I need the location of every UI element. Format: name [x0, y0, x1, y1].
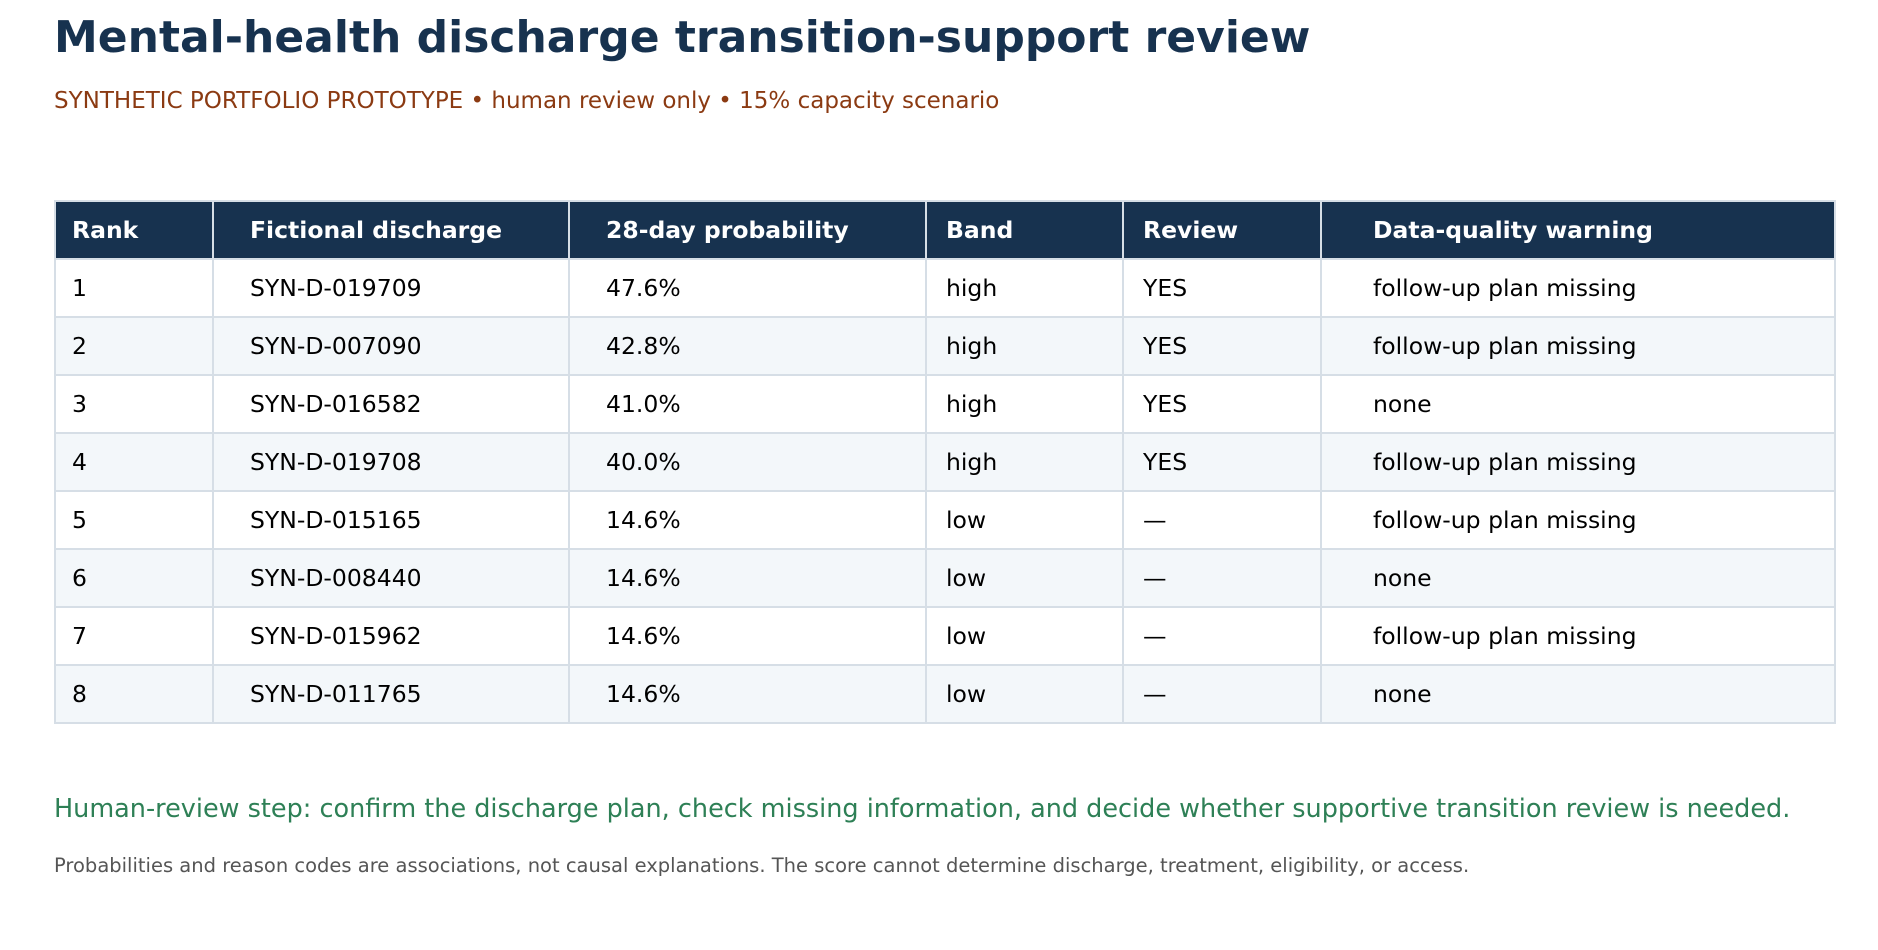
discharge-review-table: Rank Fictional discharge 28-day probabil… — [54, 200, 1836, 724]
table-row: 6 SYN-D-008440 14.6% low — none — [54, 548, 1836, 608]
review-cell: — — [1122, 490, 1322, 550]
discharge-id-cell: SYN-D-016582 — [212, 374, 570, 434]
band-cell: high — [925, 374, 1124, 434]
table-header: Rank Fictional discharge 28-day probabil… — [54, 200, 1836, 260]
band-cell: low — [925, 664, 1124, 724]
warning-cell: follow-up plan missing — [1320, 606, 1836, 666]
warning-cell: none — [1320, 664, 1836, 724]
band-cell: high — [925, 258, 1124, 318]
header-data-quality-warning: Data-quality warning — [1320, 200, 1836, 260]
rank-cell: 7 — [54, 606, 214, 666]
warning-cell: follow-up plan missing — [1320, 432, 1836, 492]
header-fictional-discharge: Fictional discharge — [212, 200, 570, 260]
band-cell: low — [925, 490, 1124, 550]
table-row: 3 SYN-D-016582 41.0% high YES none — [54, 374, 1836, 434]
discharge-id-cell: SYN-D-015165 — [212, 490, 570, 550]
table-row: 2 SYN-D-007090 42.8% high YES follow-up plan … — [54, 316, 1836, 376]
human-review-step: Human-review step: confirm the discharge… — [54, 794, 1791, 824]
header-row: Rank Fictional discharge 28-day probabil… — [54, 200, 1836, 260]
warning-cell: none — [1320, 548, 1836, 608]
rank-cell: 6 — [54, 548, 214, 608]
probability-cell: 14.6% — [568, 606, 927, 666]
discharge-id-cell: SYN-D-015962 — [212, 606, 570, 666]
warning-cell: follow-up plan missing — [1320, 490, 1836, 550]
header-review: Review — [1122, 200, 1322, 260]
rank-cell: 8 — [54, 664, 214, 724]
warning-cell: follow-up plan missing — [1320, 258, 1836, 318]
rank-cell: 5 — [54, 490, 214, 550]
table-row: 1 SYN-D-019709 47.6% high YES follow-up plan … — [54, 258, 1836, 318]
discharge-id-cell: SYN-D-007090 — [212, 316, 570, 376]
review-cell: — — [1122, 548, 1322, 608]
table-body: 1 SYN-D-019709 47.6% high YES follow-up plan … — [54, 258, 1836, 724]
discharge-id-cell: SYN-D-019708 — [212, 432, 570, 492]
table-row: 5 SYN-D-015165 14.6% low — follow-up plan mis… — [54, 490, 1836, 550]
table-row: 7 SYN-D-015962 14.6% low — follow-up plan mis… — [54, 606, 1836, 666]
probability-cell: 42.8% — [568, 316, 927, 376]
header-band: Band — [925, 200, 1124, 260]
band-cell: high — [925, 432, 1124, 492]
probability-cell: 41.0% — [568, 374, 927, 434]
rank-cell: 4 — [54, 432, 214, 492]
header-28-day-probability: 28-day probability — [568, 200, 927, 260]
probability-cell: 14.6% — [568, 664, 927, 724]
probability-cell: 14.6% — [568, 548, 927, 608]
rank-cell: 1 — [54, 258, 214, 318]
warning-cell: none — [1320, 374, 1836, 434]
review-cell: YES — [1122, 258, 1322, 318]
review-cell: YES — [1122, 316, 1322, 376]
review-cell: — — [1122, 606, 1322, 666]
review-cell: — — [1122, 664, 1322, 724]
probability-cell: 14.6% — [568, 490, 927, 550]
band-cell: high — [925, 316, 1124, 376]
table-row: 8 SYN-D-011765 14.6% low — none — [54, 664, 1836, 724]
review-cell: YES — [1122, 374, 1322, 434]
page-title: Mental-health discharge transition-suppo… — [54, 12, 1311, 63]
page-subtitle: SYNTHETIC PORTFOLIO PROTOTYPE • human re… — [54, 88, 1000, 114]
warning-cell: follow-up plan missing — [1320, 316, 1836, 376]
discharge-id-cell: SYN-D-011765 — [212, 664, 570, 724]
rank-cell: 2 — [54, 316, 214, 376]
probability-cell: 47.6% — [568, 258, 927, 318]
band-cell: low — [925, 606, 1124, 666]
table-row: 4 SYN-D-019708 40.0% high YES follow-up plan … — [54, 432, 1836, 492]
review-cell: YES — [1122, 432, 1322, 492]
band-cell: low — [925, 548, 1124, 608]
rank-cell: 3 — [54, 374, 214, 434]
header-rank: Rank — [54, 200, 214, 260]
discharge-id-cell: SYN-D-008440 — [212, 548, 570, 608]
discharge-id-cell: SYN-D-019709 — [212, 258, 570, 318]
disclaimer-text: Probabilities and reason codes are assoc… — [54, 854, 1470, 877]
probability-cell: 40.0% — [568, 432, 927, 492]
